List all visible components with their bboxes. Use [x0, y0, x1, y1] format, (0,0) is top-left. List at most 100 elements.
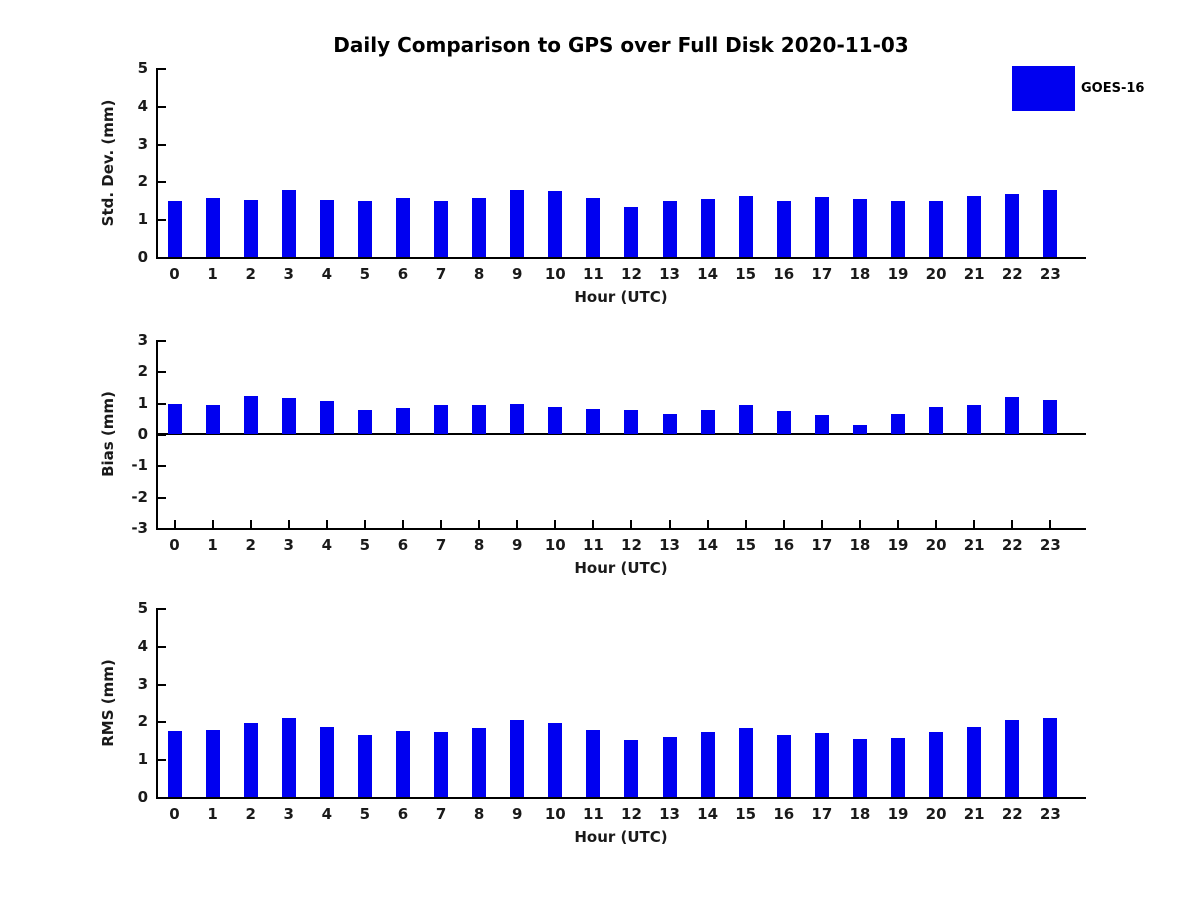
x-tick-label: 20	[925, 536, 947, 554]
y-axis-spine	[156, 608, 158, 799]
bar-hour-11	[586, 730, 601, 797]
x-tick-label: 3	[283, 265, 294, 283]
y-tick	[158, 683, 166, 686]
bar-hour-7	[434, 201, 449, 257]
x-tick-label: 16	[773, 265, 795, 283]
x-tick	[630, 520, 633, 528]
x-tick-label: 21	[963, 805, 985, 823]
x-tick-label: 6	[397, 536, 409, 554]
bar-hour-14	[700, 198, 715, 257]
x-axis-label: Hour (UTC)	[574, 288, 668, 306]
x-tick-label: 6	[397, 265, 409, 283]
y-tick-label: 3	[137, 674, 148, 693]
bar-hour-1	[205, 730, 220, 797]
bar-hour-16	[776, 200, 791, 257]
bar-hour-21	[967, 405, 982, 434]
x-tick	[1049, 520, 1052, 528]
x-tick-label: 5	[359, 805, 371, 823]
legend-swatch-icon	[1012, 66, 1075, 111]
bar-hour-23	[1043, 400, 1058, 434]
bar-hour-21	[967, 726, 982, 797]
y-tick	[158, 528, 166, 530]
x-tick-label: 13	[659, 536, 680, 554]
x-tick-label: 23	[1039, 265, 1061, 283]
bar-hour-17	[814, 415, 829, 434]
bar-hour-13	[662, 200, 677, 257]
x-tick	[325, 520, 328, 528]
bar-hour-3	[281, 718, 296, 797]
x-tick	[744, 520, 747, 528]
x-tick-label: 14	[697, 536, 719, 554]
bar-hour-17	[814, 196, 829, 257]
x-tick-label: 21	[963, 536, 985, 554]
x-tick	[516, 520, 519, 528]
x-tick	[401, 520, 404, 528]
bar-hour-9	[510, 189, 525, 257]
y-tick-label: -3	[131, 519, 148, 537]
x-tick-label: 2	[245, 805, 256, 823]
x-tick-label: 11	[582, 265, 604, 283]
bar-hour-11	[586, 197, 601, 257]
bar-hour-20	[929, 201, 944, 257]
y-axis-spine	[156, 340, 158, 530]
x-tick-label: 2	[245, 536, 256, 554]
x-tick-label: 17	[811, 536, 833, 554]
bar-hour-16	[776, 411, 791, 434]
x-tick-label: 2	[245, 265, 256, 283]
y-tick	[158, 68, 166, 70]
x-tick-label: 10	[544, 265, 566, 283]
bar-hour-12	[624, 739, 639, 797]
y-tick	[158, 143, 166, 146]
bar-hour-2	[243, 722, 258, 797]
x-tick	[897, 520, 900, 528]
x-tick-label: 13	[659, 805, 680, 823]
bar-hour-0	[167, 404, 182, 434]
x-tick	[440, 520, 443, 528]
x-tick-label: 8	[473, 805, 485, 823]
x-axis-label: Hour (UTC)	[574, 828, 668, 846]
x-tick-label: 4	[321, 265, 333, 283]
x-tick	[935, 520, 938, 528]
x-tick-label: 4	[321, 805, 333, 823]
bar-hour-8	[472, 727, 487, 797]
x-tick	[858, 520, 861, 528]
y-tick	[158, 797, 166, 799]
y-tick	[158, 105, 166, 108]
bar-hour-9	[510, 404, 525, 434]
x-tick	[973, 520, 976, 528]
x-tick-label: 8	[473, 536, 485, 554]
bar-hour-22	[1005, 719, 1020, 797]
bar-hour-13	[662, 736, 677, 797]
x-tick	[592, 520, 595, 528]
figure-title: Daily Comparison to GPS over Full Disk 2…	[333, 33, 909, 57]
bar-hour-7	[434, 405, 449, 434]
bar-hour-9	[510, 720, 525, 797]
x-tick-label: 0	[169, 805, 180, 823]
x-tick-label: 14	[697, 265, 719, 283]
y-tick-label: 0	[137, 425, 148, 443]
bar-hour-18	[852, 425, 867, 434]
y-tick	[158, 371, 166, 374]
y-tick	[158, 608, 166, 610]
y-axis-spine	[156, 68, 158, 259]
x-tick-label: 15	[735, 536, 757, 554]
x-tick-label: 20	[925, 805, 947, 823]
bar-hour-6	[395, 407, 410, 434]
y-tick-label: 1	[137, 210, 148, 229]
x-tick-label: 1	[207, 536, 218, 554]
bar-hour-14	[700, 731, 715, 797]
y-tick-label: 5	[137, 59, 148, 77]
bar-hour-6	[395, 198, 410, 257]
bar-hour-20	[929, 406, 944, 434]
x-tick-label: 19	[887, 265, 909, 283]
x-tick-label: 0	[169, 265, 180, 283]
x-tick-label: 11	[582, 805, 604, 823]
x-tick-label: 1	[207, 265, 218, 283]
x-tick-label: 7	[435, 805, 447, 823]
y-tick-label: 4	[137, 636, 148, 655]
bar-hour-1	[205, 198, 220, 257]
y-tick-label: -1	[131, 456, 148, 475]
bar-hour-18	[852, 738, 867, 797]
x-tick	[363, 520, 366, 528]
